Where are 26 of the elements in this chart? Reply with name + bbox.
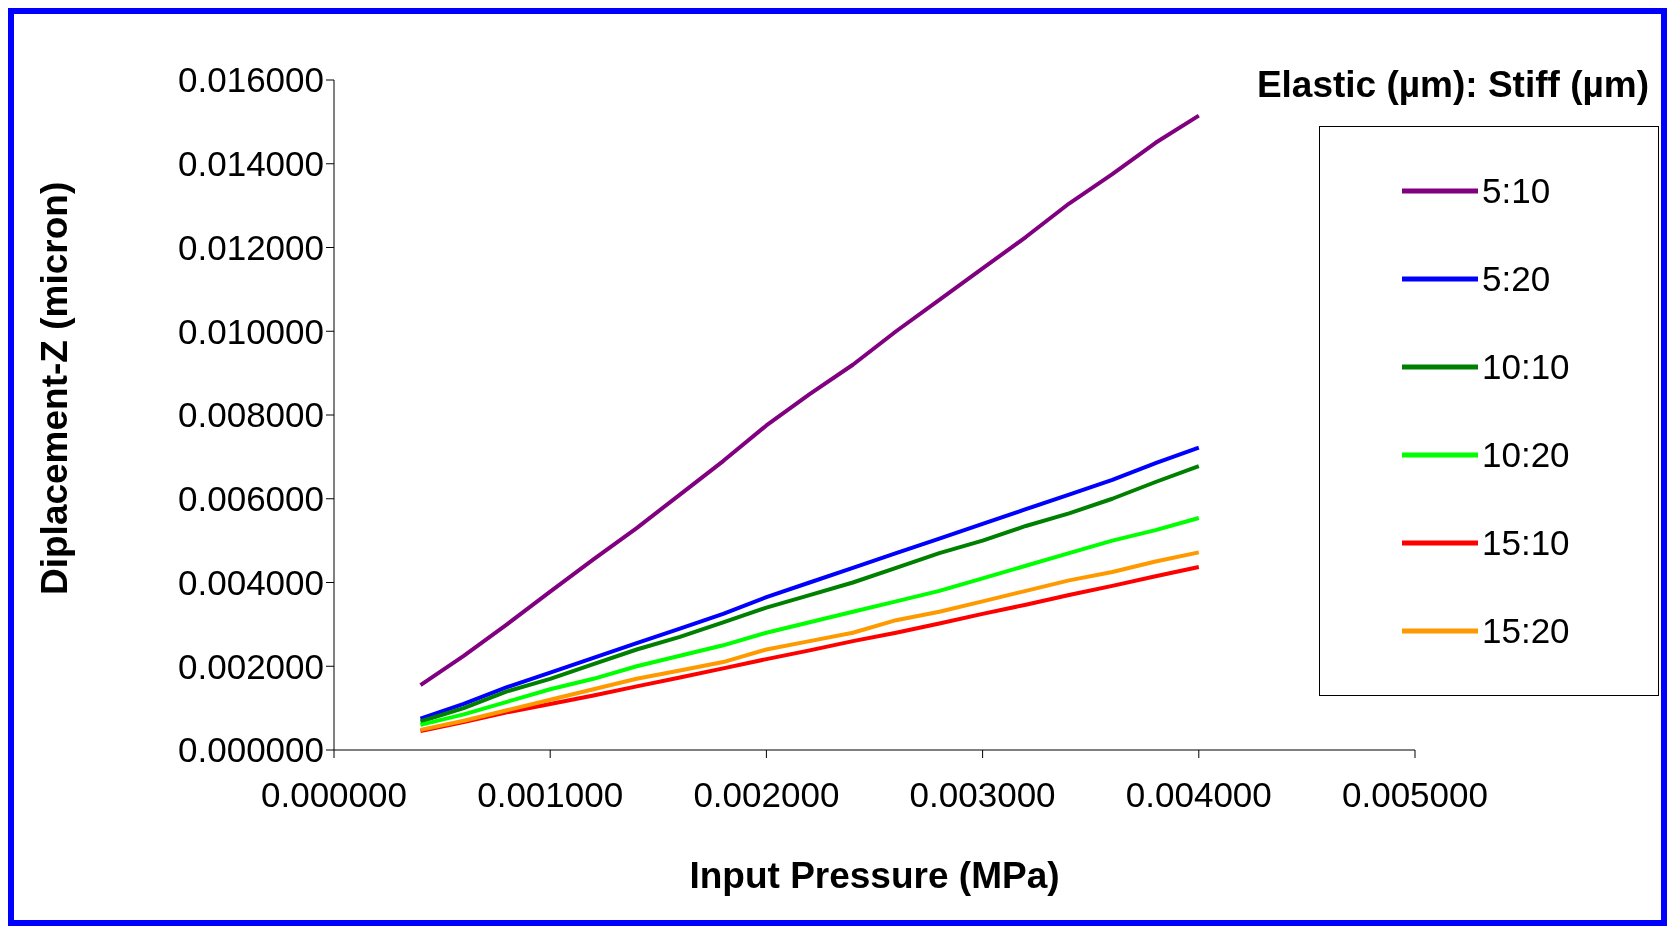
x-tick-label: 0.001000 (477, 774, 624, 814)
legend-label: 5:20 (1482, 259, 1551, 299)
y-tick-label: 0.002000 (178, 646, 324, 686)
x-tick-label: 0.005000 (1342, 774, 1488, 814)
x-axis-title: Input Pressure (MPa) (689, 855, 1060, 896)
legend-label: 15:10 (1482, 523, 1570, 563)
legend-label: 15:20 (1482, 611, 1570, 651)
y-tick-label: 0.014000 (178, 144, 324, 184)
x-tick-label: 0.000000 (261, 774, 407, 814)
y-tick-label: 0.006000 (178, 479, 324, 519)
x-tick-label: 0.002000 (693, 774, 840, 814)
y-tick-label: 0.016000 (178, 60, 324, 100)
y-tick-label: 0.010000 (178, 311, 324, 351)
y-tick-label: 0.004000 (178, 562, 324, 602)
legend-label: 10:10 (1482, 347, 1570, 387)
legend-title: Elastic (µm): Stiff (µm) (1255, 64, 1649, 106)
y-tick-label: 0.000000 (178, 730, 324, 770)
x-tick-label: 0.003000 (909, 774, 1056, 814)
y-tick-label: 0.012000 (178, 227, 324, 267)
legend-label: 5:10 (1482, 171, 1551, 211)
line-series (418, 516, 1201, 727)
x-tick-label: 0.004000 (1125, 774, 1272, 814)
line-series (418, 113, 1201, 688)
y-tick-label: 0.008000 (178, 395, 324, 435)
legend-label: 10:20 (1482, 435, 1570, 475)
y-axis-title: Diplacement-Z (micron) (34, 181, 76, 595)
